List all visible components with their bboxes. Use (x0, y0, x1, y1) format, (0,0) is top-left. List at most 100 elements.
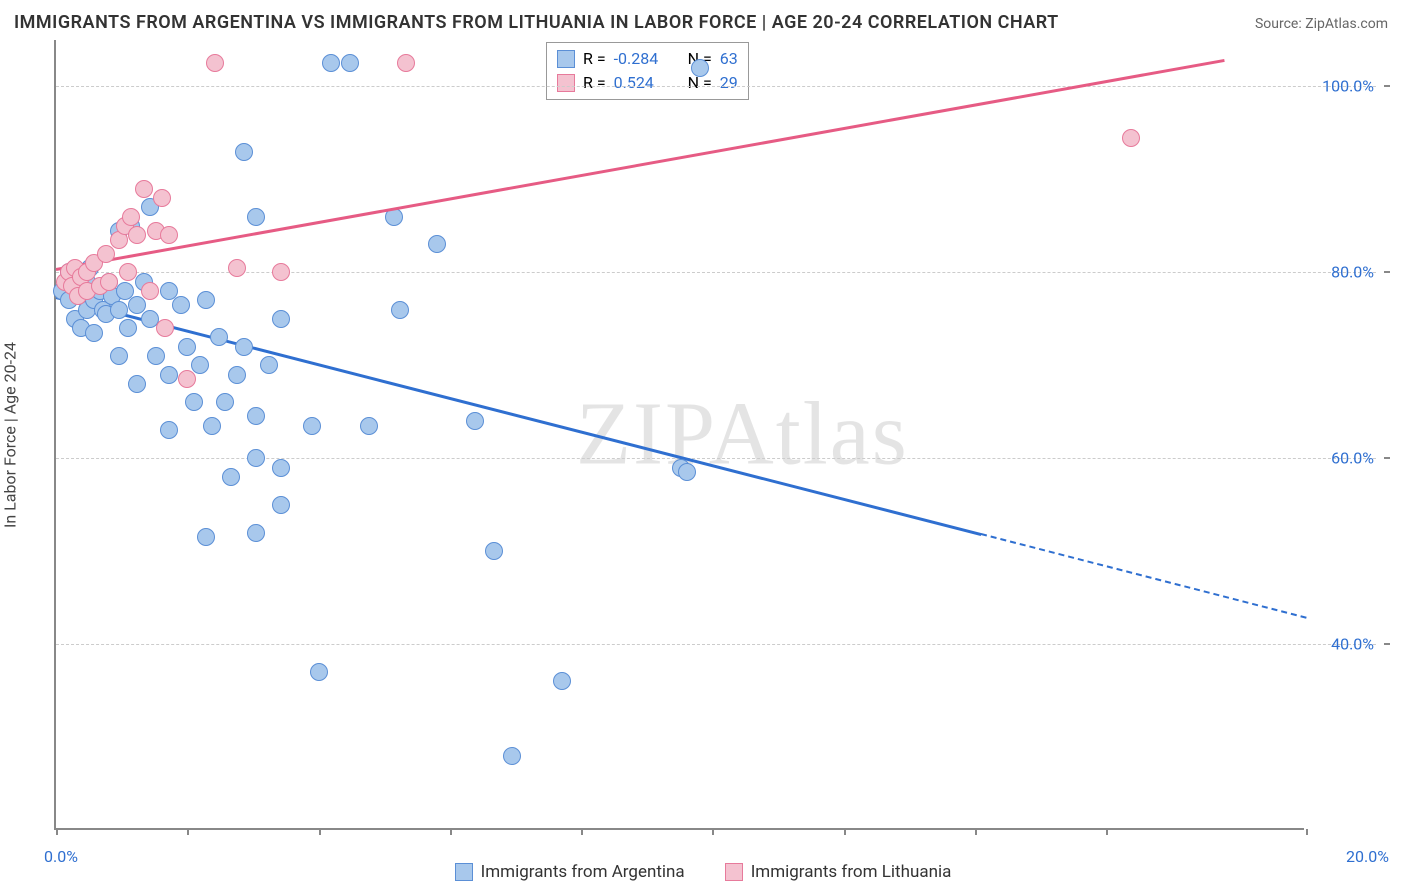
data-point (119, 319, 137, 337)
data-point (391, 301, 409, 319)
data-point (322, 54, 340, 72)
data-point (678, 463, 696, 481)
data-point (141, 282, 159, 300)
data-point (160, 366, 178, 384)
data-point (203, 417, 221, 435)
x-tick-mark (975, 829, 977, 835)
data-point (119, 263, 137, 281)
legend-row: R = -0.284N = 63 (557, 47, 738, 71)
x-tick-mark (712, 829, 714, 835)
data-point (247, 407, 265, 425)
y-tick-label: 80.0% (1314, 263, 1374, 282)
legend-label: Immigrants from Argentina (481, 862, 685, 882)
data-point (235, 338, 253, 356)
x-tick-mark (844, 829, 846, 835)
trend-line (981, 533, 1306, 619)
y-tick-label: 40.0% (1314, 635, 1374, 654)
source-label: Source: ZipAtlas.com (1255, 16, 1388, 32)
correlation-legend: R = -0.284N = 63R = 0.524N = 29 (546, 42, 749, 100)
data-point (691, 59, 709, 77)
data-point (210, 328, 228, 346)
data-point (156, 319, 174, 337)
data-point (178, 370, 196, 388)
data-point (272, 310, 290, 328)
data-point (185, 393, 203, 411)
x-tick-mark (450, 829, 452, 835)
x-tick-mark (1106, 829, 1108, 835)
data-point (503, 747, 521, 765)
data-point (178, 338, 196, 356)
data-point (222, 468, 240, 486)
data-point (100, 273, 118, 291)
data-point (172, 296, 190, 314)
legend-n-value: 63 (720, 47, 738, 71)
data-point (247, 208, 265, 226)
x-tick-mark (56, 829, 58, 835)
x-tick-mark (1306, 829, 1308, 835)
data-point (466, 412, 484, 430)
y-tick-mark (1384, 85, 1390, 87)
legend-row: R = 0.524N = 29 (557, 71, 738, 95)
gridline (56, 644, 1376, 645)
legend-swatch (725, 863, 743, 881)
x-tick-mark (319, 829, 321, 835)
data-point (147, 347, 165, 365)
data-point (228, 366, 246, 384)
legend-item: Immigrants from Lithuania (725, 862, 952, 882)
watermark: ZIPAtlas (576, 383, 909, 486)
x-tick-mark (187, 829, 189, 835)
data-point (128, 375, 146, 393)
y-tick-label: 60.0% (1314, 449, 1374, 468)
data-point (310, 663, 328, 681)
data-point (110, 347, 128, 365)
data-point (247, 449, 265, 467)
data-point (553, 672, 571, 690)
chart-title: IMMIGRANTS FROM ARGENTINA VS IMMIGRANTS … (14, 12, 1059, 33)
data-point (272, 459, 290, 477)
data-point (228, 259, 246, 277)
y-tick-label: 100.0% (1314, 77, 1374, 96)
data-point (122, 208, 140, 226)
y-tick-mark (1384, 457, 1390, 459)
chart-container: In Labor Force | Age 20-24 ZIPAtlas R = … (54, 40, 1394, 830)
trend-line (56, 296, 982, 536)
y-tick-mark (1384, 271, 1390, 273)
legend-swatch (557, 74, 575, 92)
data-point (341, 54, 359, 72)
data-point (235, 143, 253, 161)
legend-n-value: 29 (720, 71, 738, 95)
data-point (197, 528, 215, 546)
data-point (247, 524, 265, 542)
data-point (197, 291, 215, 309)
legend-r-value: -0.284 (614, 47, 680, 71)
gridline (56, 86, 1376, 87)
legend-item: Immigrants from Argentina (455, 862, 685, 882)
legend-r-label: R = (583, 47, 606, 71)
data-point (485, 542, 503, 560)
data-point (360, 417, 378, 435)
data-point (97, 245, 115, 263)
y-axis-title: In Labor Force | Age 20-24 (1, 342, 20, 528)
data-point (272, 496, 290, 514)
series-legend: Immigrants from Argentina Immigrants from… (0, 862, 1406, 882)
legend-label: Immigrants from Lithuania (751, 862, 952, 882)
data-point (191, 356, 209, 374)
data-point (128, 226, 146, 244)
data-point (160, 226, 178, 244)
data-point (153, 189, 171, 207)
legend-r-label: R = (583, 71, 606, 95)
data-point (272, 263, 290, 281)
data-point (206, 54, 224, 72)
plot-area: ZIPAtlas R = -0.284N = 63R = 0.524N = 29… (54, 40, 1304, 830)
data-point (397, 54, 415, 72)
y-tick-mark (1384, 643, 1390, 645)
legend-r-value: 0.524 (614, 71, 680, 95)
data-point (1122, 129, 1140, 147)
data-point (160, 421, 178, 439)
x-tick-mark (581, 829, 583, 835)
data-point (303, 417, 321, 435)
data-point (110, 301, 128, 319)
data-point (85, 324, 103, 342)
data-point (216, 393, 234, 411)
data-point (260, 356, 278, 374)
